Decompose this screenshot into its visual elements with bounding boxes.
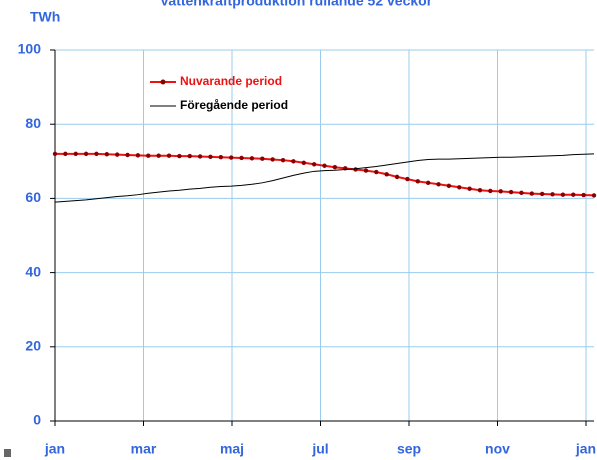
y-tick-label: 0 <box>33 412 41 428</box>
marker <box>94 151 99 157</box>
marker <box>229 155 234 160</box>
series-line <box>55 152 595 197</box>
marker <box>446 183 452 188</box>
marker <box>260 156 265 161</box>
y-axis-label: TWh <box>30 9 60 25</box>
marker <box>498 189 503 194</box>
legend-label: Nuvarande period <box>180 74 282 88</box>
legend-marker <box>160 79 166 85</box>
marker <box>415 179 420 184</box>
marker <box>457 185 462 190</box>
marker <box>187 153 192 159</box>
marker <box>146 153 151 158</box>
series-line <box>54 153 595 203</box>
marker <box>301 160 306 165</box>
marker <box>363 168 369 173</box>
marker <box>394 174 400 180</box>
marker <box>83 151 89 157</box>
marker <box>239 155 244 161</box>
marker <box>581 192 586 198</box>
marker <box>467 186 472 191</box>
marker <box>529 191 535 196</box>
marker <box>436 182 441 187</box>
marker <box>280 157 286 163</box>
marker <box>508 189 514 195</box>
marker <box>177 153 182 159</box>
chart-title: Vattenkraftproduktion rullande 52 veckor <box>160 0 433 9</box>
icon <box>4 449 11 457</box>
x-tick-label: maj <box>220 441 244 457</box>
marker <box>591 193 597 198</box>
marker <box>571 192 576 197</box>
marker <box>550 192 555 197</box>
marker <box>197 154 203 159</box>
marker <box>353 167 358 172</box>
x-tick-label: jul <box>311 441 328 457</box>
x-tick-label: nov <box>485 441 510 457</box>
marker <box>405 176 410 182</box>
marker <box>291 159 296 164</box>
marker <box>166 153 172 158</box>
marker <box>270 157 275 162</box>
marker <box>114 152 120 157</box>
marker <box>425 180 431 186</box>
marker <box>218 155 224 160</box>
marker <box>311 162 317 167</box>
y-tick-label: 60 <box>25 189 41 205</box>
marker <box>488 188 493 194</box>
marker <box>519 190 524 196</box>
marker <box>73 151 78 157</box>
legend-label: Föregående period <box>180 98 288 112</box>
marker <box>125 152 130 158</box>
marker <box>249 156 255 161</box>
x-tick-label: jan <box>575 441 596 457</box>
y-tick-label: 40 <box>25 263 41 279</box>
marker <box>156 153 161 158</box>
x-tick-label: sep <box>397 441 421 457</box>
y-tick-label: 100 <box>18 41 42 57</box>
marker <box>322 163 327 168</box>
x-tick-label: mar <box>131 441 157 457</box>
marker <box>384 172 389 177</box>
marker <box>374 169 379 175</box>
marker <box>135 153 141 158</box>
marker <box>104 152 110 157</box>
y-tick-label: 20 <box>25 338 41 354</box>
marker <box>63 151 68 157</box>
marker <box>560 192 566 197</box>
marker <box>52 151 58 157</box>
x-tick-label: jan <box>44 441 65 457</box>
y-tick-label: 80 <box>25 115 41 131</box>
marker <box>477 188 483 193</box>
marker <box>539 191 545 197</box>
marker <box>208 154 213 160</box>
marker <box>332 165 338 170</box>
